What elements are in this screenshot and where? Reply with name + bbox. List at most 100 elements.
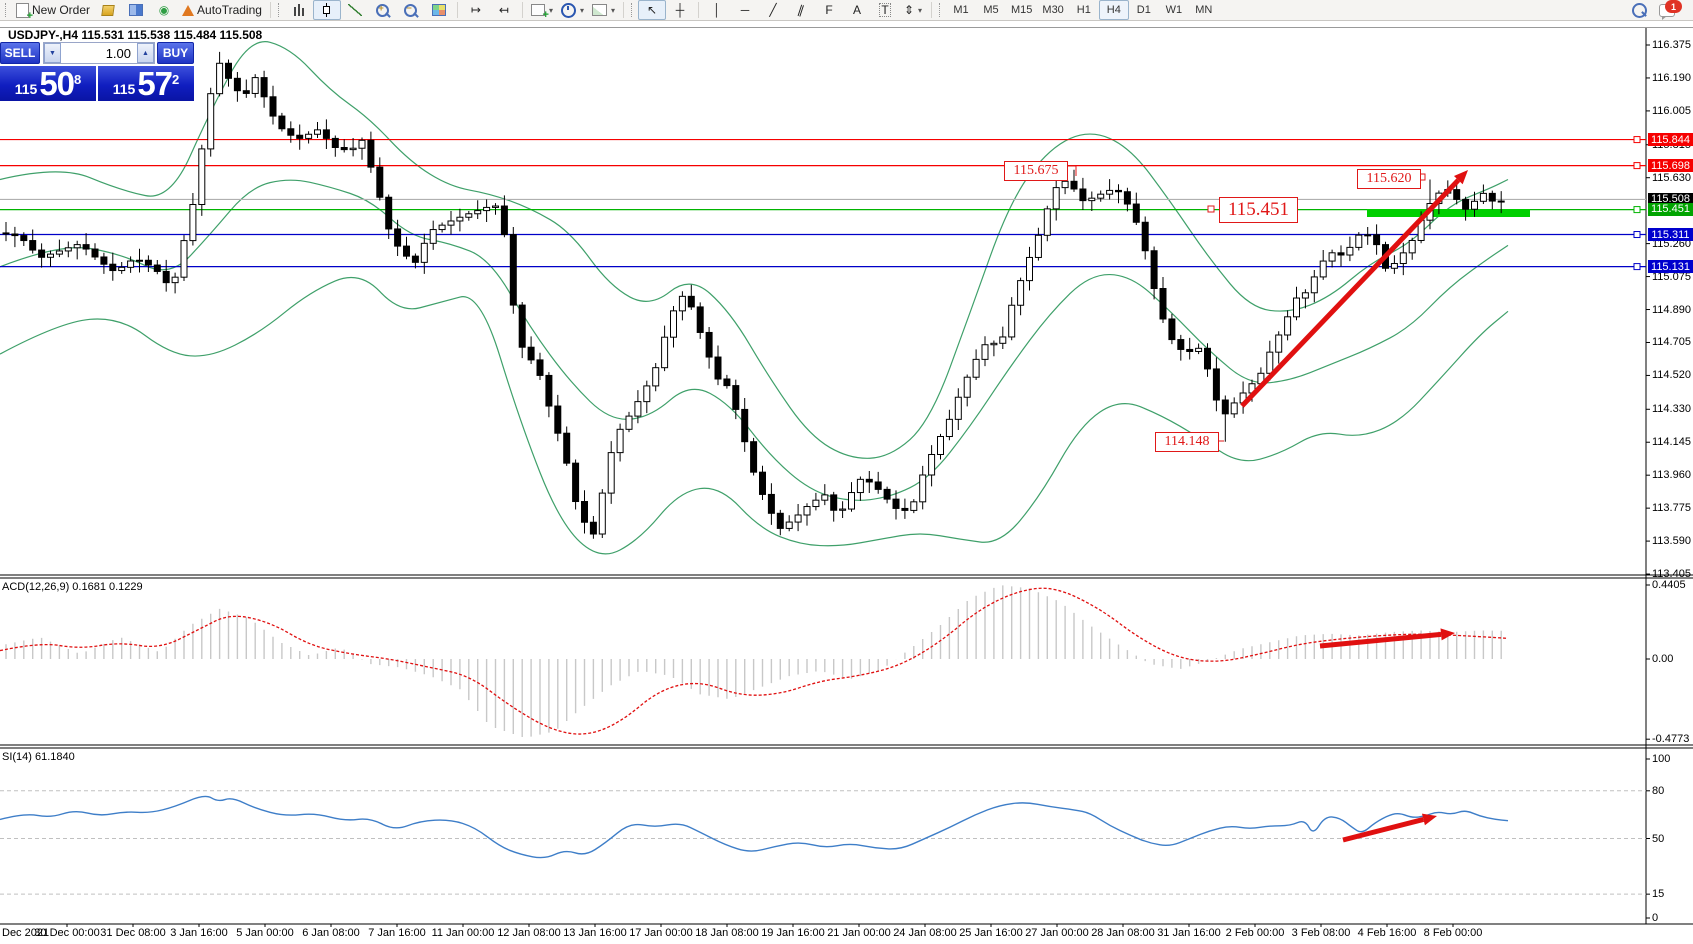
rsi-line [0,795,1509,859]
price-annotation[interactable]: 115.451 [1219,197,1298,223]
candle [803,506,811,516]
crosshair-tool-button[interactable]: ┼ [666,0,694,20]
chart-shift-button[interactable]: ↤ [490,0,518,20]
zoom-out-button[interactable]: − [397,0,425,20]
timeframe-W1[interactable]: W1 [1165,4,1183,16]
timeframe-H1[interactable]: H1 [1076,4,1091,16]
indicators-dropdown[interactable]: ▾ [527,0,557,21]
candle [500,205,508,236]
candle [759,471,766,495]
timeframe-M15[interactable]: M15 [1011,4,1033,16]
price-annotation[interactable]: 114.148 [1155,432,1219,452]
candle [536,359,544,376]
bar-chart-button[interactable] [285,0,313,20]
bar-chart-icon [291,3,306,17]
y-axis-tick: 116.005 [1652,104,1691,117]
arrows-tool-dropdown[interactable]: ⇕ ▾ [899,0,927,20]
x-axis-label: 31 Jan 16:00 [1157,927,1221,939]
toolbar-drag-handle[interactable] [5,3,9,17]
candle [972,358,980,378]
candle [643,385,651,403]
windows-button[interactable] [122,0,150,20]
autotrading-button[interactable]: AutoTrading [178,0,266,20]
new-order-label: New Order [32,3,91,17]
signals-button[interactable]: ◉ [150,0,178,20]
candle [305,133,313,139]
x-axis-label: 25 Jan 16:00 [959,927,1023,939]
sell-price-pips: 50 [39,65,75,102]
price-badge: 115.131 [1648,260,1693,274]
trend-arrow-head [1453,170,1468,185]
candle [901,507,909,511]
text-tool-button[interactable]: A [843,0,871,20]
candle [171,276,179,284]
timeframe-H4[interactable]: H4 [1098,0,1129,20]
candle [349,147,357,151]
buy-price[interactable]: 115 57 2 [98,66,194,101]
sell-price[interactable]: 115 50 8 [0,66,96,101]
buy-button[interactable]: BUY [157,42,194,64]
separator [269,2,271,18]
timeframe-M1[interactable]: M1 [953,4,969,16]
candle [38,249,46,258]
x-axis-label: 17 Jan 00:00 [629,927,693,939]
candle [785,521,793,529]
volume-input[interactable]: 1.00 [105,45,131,61]
toolbar-drag-handle[interactable] [631,3,635,17]
trend-arrow [1240,178,1461,408]
candle [1026,256,1033,282]
candle [1052,187,1060,210]
auto-scroll-button[interactable]: ↦ [462,0,490,20]
candle [1275,334,1283,353]
rsi-axis-tick: 15 [1652,888,1665,901]
zoom-in-icon: + [376,3,390,17]
candle [367,139,375,168]
vertical-line-tool-button[interactable]: │ [703,0,731,20]
tile-windows-button[interactable] [425,0,453,20]
search-icon[interactable] [1632,3,1647,18]
toolbar-drag-handle[interactable] [939,3,943,17]
toolbar-drag-handle[interactable] [277,3,282,17]
candle [607,452,615,494]
periods-dropdown[interactable]: ▾ [557,0,588,20]
chevron-down-icon: ▾ [579,5,584,15]
trendline-tool-button[interactable]: ╱ [759,0,787,20]
horizontal-line-tool-button[interactable]: ─ [731,0,759,20]
sell-button[interactable]: SELL [0,42,40,64]
price-annotation[interactable]: 115.620 [1357,169,1421,189]
timeframe-D1[interactable]: D1 [1136,4,1151,16]
candle [856,478,864,494]
timeframe-M5[interactable]: M5 [983,4,999,16]
candle [91,248,99,258]
trendline-icon: ╱ [769,3,777,17]
candle [1488,192,1496,202]
price-annotation[interactable]: 115.675 [1004,161,1068,181]
candle [1195,347,1203,352]
timeframe-M30[interactable]: M30 [1042,4,1064,16]
candle [616,428,624,454]
y-axis-tick: 113.775 [1652,502,1691,515]
x-axis-label: 18 Jan 08:00 [695,927,759,939]
chat-icon[interactable]: 1 [1659,0,1682,20]
candle [1453,189,1461,200]
candle [1471,200,1478,210]
candle [1070,180,1078,190]
text-label-tool-button[interactable]: T [871,0,899,20]
level-line-end-square [1633,206,1641,214]
zoom-in-button[interactable]: + [369,0,397,20]
candle [492,205,499,208]
templates-dropdown[interactable]: ▾ [588,0,619,20]
volume-increase-button[interactable]: ▲ [137,43,154,63]
macd-histogram [5,585,1502,738]
candle [322,129,330,139]
candlestick-chart-button[interactable] [312,0,341,20]
timeframe-MN[interactable]: MN [1195,4,1213,16]
volume-decrease-button[interactable]: ▼ [44,43,61,63]
new-order-button[interactable]: New Order [12,0,94,22]
fibonacci-tool-button[interactable]: F [815,0,843,20]
line-chart-button[interactable] [341,0,369,20]
candle [572,462,580,503]
candle [1337,252,1345,256]
cursor-tool-button[interactable]: ↖ [638,0,666,20]
